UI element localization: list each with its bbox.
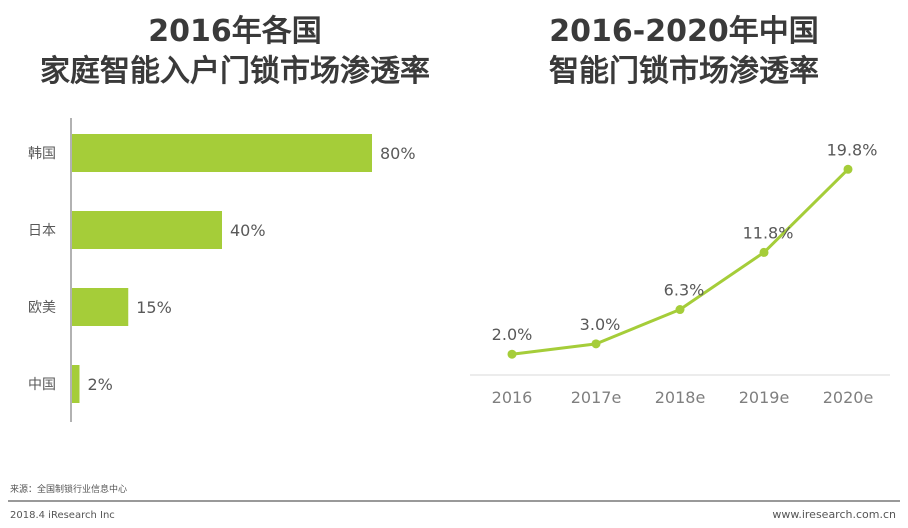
- footer-divider: [8, 500, 900, 502]
- line-data-label: 3.0%: [580, 315, 621, 334]
- x-tick-label: 2017e: [571, 388, 622, 407]
- bar: [72, 288, 129, 326]
- bar-category-label: 欧美: [28, 300, 56, 316]
- bar-data-label: 15%: [136, 298, 172, 317]
- bar: [72, 134, 372, 172]
- line-data-label: 2.0%: [492, 325, 533, 344]
- x-tick-label: 2020e: [823, 388, 874, 407]
- bar: [72, 365, 80, 403]
- line-data-label: 11.8%: [743, 223, 794, 242]
- line-chart-title-line1: 2016-2020年中国: [549, 14, 819, 49]
- line-data-label: 6.3%: [664, 281, 705, 300]
- line-point: [591, 339, 601, 349]
- bar-category-label: 日本: [28, 223, 56, 239]
- footer-copyright: 2018.4 iResearch Inc: [10, 510, 115, 521]
- bar-category-label: 中国: [28, 377, 56, 393]
- bar-chart-title-line1: 2016年各国: [148, 14, 322, 49]
- line-chart-title-line2: 智能门锁市场渗透率: [549, 54, 819, 89]
- x-tick-label: 2016: [492, 388, 533, 407]
- line-point: [675, 305, 685, 315]
- bar-data-label: 2%: [88, 375, 113, 394]
- line-chart-title: 2016-2020年中国 智能门锁市场渗透率: [460, 12, 908, 92]
- bar-data-label: 80%: [380, 144, 416, 163]
- line-point: [759, 247, 769, 257]
- footer-website: www.iresearch.com.cn: [772, 508, 896, 521]
- x-tick-label: 2018e: [655, 388, 706, 407]
- line-data-label: 19.8%: [827, 140, 878, 159]
- line-point: [843, 164, 853, 174]
- x-tick-label: 2019e: [739, 388, 790, 407]
- line-point: [507, 349, 517, 359]
- bar: [72, 211, 222, 249]
- line-series: [511, 168, 850, 356]
- bar-category-label: 韩国: [28, 146, 56, 162]
- bar-data-label: 40%: [230, 221, 266, 240]
- bar-chart-title-line2: 家庭智能入户门锁市场渗透率: [40, 54, 430, 89]
- bar-chart-title: 2016年各国 家庭智能入户门锁市场渗透率: [0, 12, 470, 92]
- source-note: 来源：全国制锁行业信息中心: [10, 485, 128, 495]
